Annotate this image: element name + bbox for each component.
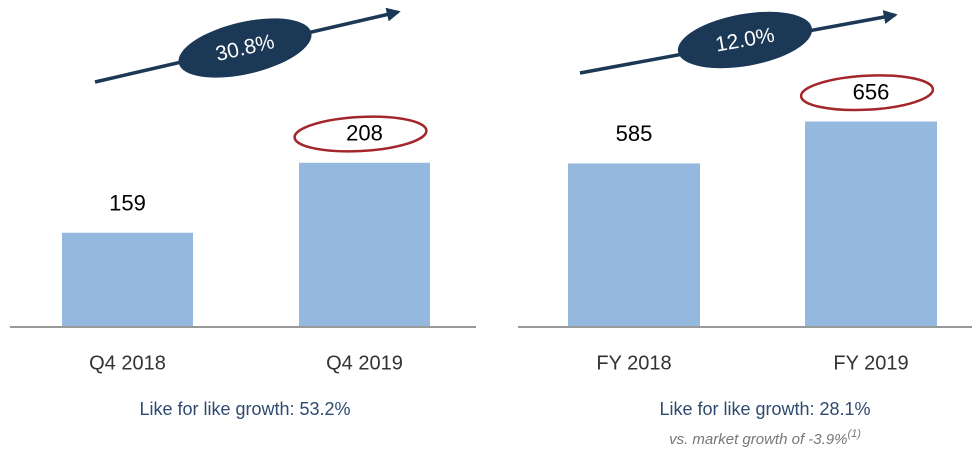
data-label: 208	[346, 121, 383, 146]
caption: Like for like growth: 28.1%	[659, 399, 870, 419]
highlight-circle	[799, 74, 935, 112]
data-label: 656	[853, 79, 890, 104]
x-tick-label: Q4 2019	[326, 352, 403, 374]
caption: Like for like growth: 53.2%	[139, 399, 350, 419]
data-label: 159	[109, 191, 146, 216]
note-ref: (1)	[847, 428, 861, 440]
data-label: 585	[616, 121, 653, 146]
bar	[568, 163, 700, 327]
bar	[805, 121, 937, 327]
note-text: vs. market growth of -3.9%	[669, 431, 847, 448]
growth-badge	[677, 11, 813, 69]
x-tick-label: Q4 2018	[89, 352, 166, 374]
bar	[62, 232, 193, 327]
growth-badge	[178, 18, 312, 78]
highlight-circle	[293, 115, 428, 153]
x-tick-label: FY 2018	[596, 352, 671, 374]
x-tick-label: FY 2019	[833, 352, 908, 374]
note: vs. market growth of -3.9%(1)	[669, 428, 861, 448]
bar	[299, 162, 430, 327]
